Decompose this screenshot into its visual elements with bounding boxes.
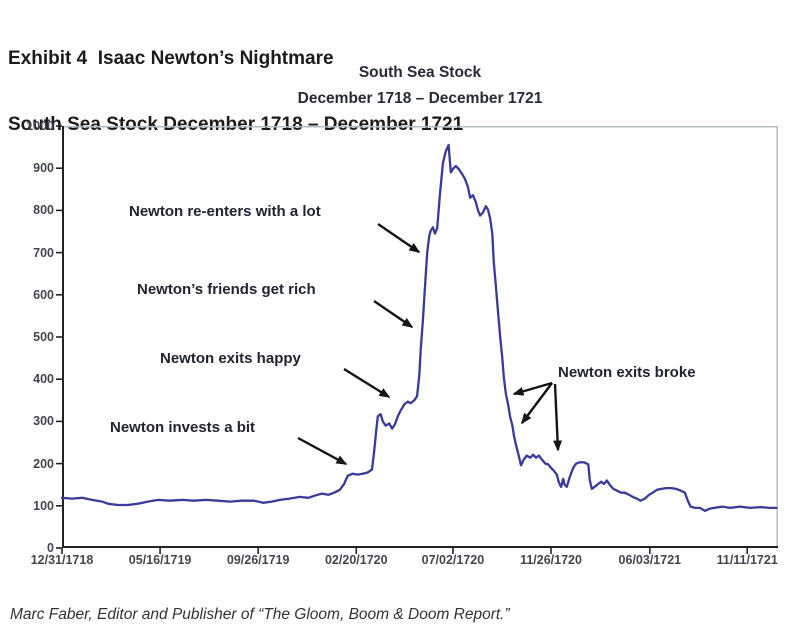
y-tick-label: 900 [33, 161, 54, 176]
annotation-label: Newton exits broke [558, 364, 696, 381]
x-tick-label: 11/11/1721 [716, 553, 778, 567]
x-tick-label: 05/16/1719 [128, 553, 192, 567]
y-tick-label: 1000 [26, 119, 54, 133]
y-tick-label: 300 [33, 414, 54, 429]
y-tick-label: 0 [47, 541, 54, 555]
y-tick-label: 100 [33, 498, 54, 513]
x-tick-label: 06/03/1721 [618, 553, 682, 567]
chart-title: South Sea Stock [358, 64, 482, 81]
annotation-label: Newton exits happy [160, 350, 301, 367]
y-tick-label: 400 [33, 372, 54, 387]
y-tick-label: 200 [33, 456, 54, 471]
exhibit-title-line2: South Sea Stock December 1718 – December… [8, 114, 464, 135]
exhibit-header: Exhibit 4 Isaac Newton’s Nightmare South… [8, 4, 788, 180]
y-tick-label: 500 [33, 330, 54, 344]
y-tick-label: 800 [33, 203, 54, 218]
chart-title-block: South Sea Stock December 1718 – December… [62, 60, 778, 112]
annotation-label: Newton invests a bit [110, 419, 256, 436]
x-tick-label: 11/26/1720 [520, 553, 582, 567]
price-line-chart [56, 125, 778, 554]
x-tick-label: 12/31/1718 [30, 553, 94, 567]
x-tick-label: 09/26/1719 [226, 553, 290, 567]
annotation-label: Newton re-enters with a lot [129, 203, 321, 220]
price-series-line [60, 143, 778, 513]
x-tick-label: 07/02/1720 [421, 553, 485, 567]
y-tick-label: 700 [33, 245, 54, 260]
y-tick-label: 600 [33, 287, 54, 302]
exhibit-title-line1: Exhibit 4 Isaac Newton’s Nightmare [8, 48, 334, 69]
source-credit: Marc Faber, Editor and Publisher of “The… [10, 606, 510, 623]
x-tick-label: 02/20/1720 [324, 553, 388, 567]
chart-subtitle: December 1718 – December 1721 [297, 90, 543, 107]
annotation-label: Newton’s friends get rich [137, 281, 316, 298]
